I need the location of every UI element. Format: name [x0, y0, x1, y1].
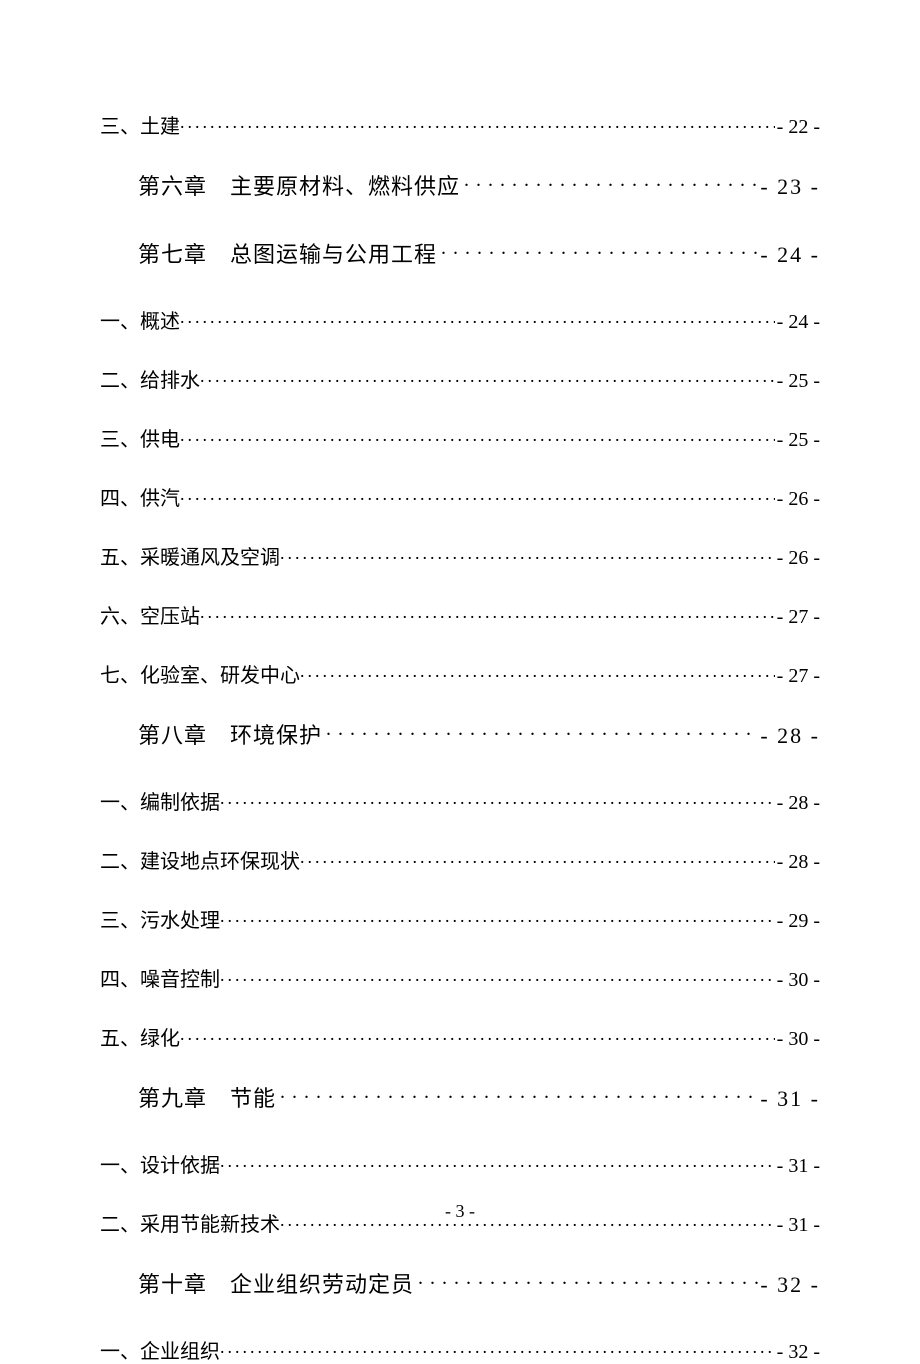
toc-entry: 三、供电 - 25 -	[100, 423, 820, 452]
toc-page: - 27 -	[775, 606, 820, 629]
toc-entry: 第九章 节能 - 31 -	[100, 1081, 820, 1113]
toc-label: 五、采暖通风及空调	[100, 541, 280, 570]
toc-entry: 五、采暖通风及空调 - 26 -	[100, 541, 820, 570]
toc-leader	[460, 172, 758, 194]
toc-entry: 第八章 环境保护 - 28 -	[100, 718, 820, 750]
toc-leader	[220, 1152, 775, 1172]
toc-label: 第十章 企业组织劳动定员	[138, 1267, 414, 1299]
toc-leader	[180, 426, 775, 446]
toc-page: - 28 -	[758, 723, 820, 749]
toc-leader	[200, 367, 775, 387]
toc-leader	[200, 603, 775, 623]
toc-page: - 24 -	[775, 311, 820, 334]
toc-leader	[300, 662, 775, 682]
toc-entry: 第六章 主要原材料、燃料供应 - 23 -	[100, 169, 820, 201]
toc-entry: 一、概述 - 24 -	[100, 305, 820, 334]
toc-entry: 一、企业组织 - 32 -	[100, 1335, 820, 1364]
toc-entry: 一、编制依据 - 28 -	[100, 786, 820, 815]
toc-label: 二、建设地点环保现状	[100, 845, 300, 874]
toc-leader	[220, 966, 775, 986]
toc-leader	[414, 1270, 758, 1292]
toc-page: - 25 -	[775, 429, 820, 452]
toc-leader	[322, 721, 758, 743]
toc-label: 一、企业组织	[100, 1335, 220, 1364]
toc-entry: 二、建设地点环保现状 - 28 -	[100, 845, 820, 874]
toc-label: 第八章 环境保护	[138, 718, 322, 750]
toc-page: - 24 -	[758, 242, 820, 268]
toc-entry: 第七章 总图运输与公用工程 - 24 -	[100, 237, 820, 269]
toc-leader	[180, 485, 775, 505]
toc-leader	[437, 240, 758, 262]
toc-entry: 四、噪音控制 - 30 -	[100, 963, 820, 992]
toc-entry: 三、污水处理 - 29 -	[100, 904, 820, 933]
toc-entry: 七、化验室、研发中心 - 27 -	[100, 659, 820, 688]
toc-entry: 四、供汽 - 26 -	[100, 482, 820, 511]
toc-label: 一、设计依据	[100, 1149, 220, 1178]
toc-entry: 一、设计依据 - 31 -	[100, 1149, 820, 1178]
toc-page: - 26 -	[775, 488, 820, 511]
toc-label: 第九章 节能	[138, 1081, 276, 1113]
toc-label: 三、供电	[100, 423, 180, 452]
toc-container: 三、土建 - 22 - 第六章 主要原材料、燃料供应 - 23 - 第七章 总图…	[0, 0, 920, 1364]
toc-entry: 六、空压站 - 27 -	[100, 600, 820, 629]
toc-page: - 32 -	[758, 1272, 820, 1298]
toc-leader	[220, 907, 775, 927]
toc-leader	[276, 1084, 758, 1106]
toc-leader	[180, 113, 775, 133]
toc-page: - 23 -	[758, 174, 820, 200]
toc-leader	[180, 308, 775, 328]
toc-label: 四、供汽	[100, 482, 180, 511]
page-number: - 3 -	[0, 1201, 920, 1222]
toc-entry: 三、土建 - 22 -	[100, 110, 820, 139]
toc-page: - 32 -	[775, 1341, 820, 1364]
toc-label: 第六章 主要原材料、燃料供应	[138, 169, 460, 201]
toc-leader	[180, 1025, 775, 1045]
toc-label: 三、污水处理	[100, 904, 220, 933]
toc-entry: 第十章 企业组织劳动定员 - 32 -	[100, 1267, 820, 1299]
toc-label: 三、土建	[100, 110, 180, 139]
toc-label: 六、空压站	[100, 600, 200, 629]
toc-leader	[280, 544, 775, 564]
toc-label: 二、给排水	[100, 364, 200, 393]
toc-page: - 27 -	[775, 665, 820, 688]
toc-page: - 28 -	[775, 792, 820, 815]
toc-label: 一、编制依据	[100, 786, 220, 815]
toc-page: - 30 -	[775, 969, 820, 992]
toc-page: - 31 -	[775, 1155, 820, 1178]
toc-page: - 29 -	[775, 910, 820, 933]
toc-label: 五、绿化	[100, 1022, 180, 1051]
toc-leader	[220, 789, 775, 809]
toc-entry: 二、给排水 - 25 -	[100, 364, 820, 393]
toc-page: - 30 -	[775, 1028, 820, 1051]
toc-label: 第七章 总图运输与公用工程	[138, 237, 437, 269]
toc-page: - 28 -	[775, 851, 820, 874]
toc-page: - 26 -	[775, 547, 820, 570]
toc-label: 七、化验室、研发中心	[100, 659, 300, 688]
toc-leader	[220, 1338, 775, 1358]
toc-entry: 五、绿化 - 30 -	[100, 1022, 820, 1051]
toc-label: 四、噪音控制	[100, 963, 220, 992]
toc-leader	[300, 848, 775, 868]
toc-page: - 31 -	[758, 1086, 820, 1112]
toc-page: - 22 -	[775, 116, 820, 139]
toc-label: 一、概述	[100, 305, 180, 334]
toc-page: - 25 -	[775, 370, 820, 393]
